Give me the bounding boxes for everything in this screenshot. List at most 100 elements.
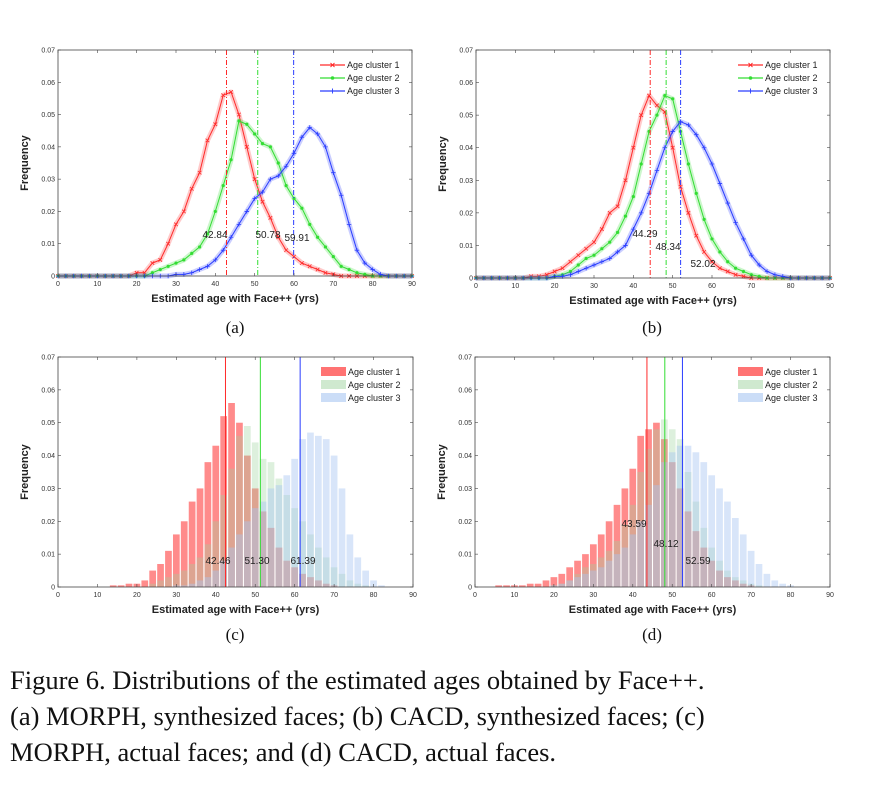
histogram-bar: [653, 422, 660, 587]
legend: Age cluster 1 Age cluster 2 Age cluster 3: [320, 60, 400, 96]
histogram-bar: [338, 488, 346, 587]
data-point: [205, 232, 210, 236]
bar-series-3: [550, 445, 794, 587]
histogram-bar: [605, 521, 613, 587]
legend: Age cluster 1 Age cluster 2 Age cluster 3: [738, 60, 818, 96]
data-point: [253, 132, 257, 136]
x-tick-label: 90: [409, 592, 417, 599]
x-tick-label: 20: [133, 281, 141, 288]
histogram-bar: [180, 585, 188, 587]
histogram-bar: [700, 547, 708, 587]
data-point: [733, 220, 738, 225]
data-point: [315, 267, 320, 272]
histogram-bar: [731, 518, 739, 587]
histogram-bar: [605, 560, 613, 587]
histogram-bar: [236, 422, 243, 587]
data-point: [694, 233, 699, 238]
histogram-bar: [196, 557, 204, 587]
x-tick-label: 50: [669, 283, 677, 290]
histogram-bar: [314, 435, 322, 587]
histogram-bar: [755, 585, 763, 587]
histogram-bar: [716, 488, 723, 587]
histogram-bar: [291, 508, 299, 587]
histogram-bar: [779, 583, 787, 587]
data-point: [221, 247, 226, 253]
x-tick-label: 50: [668, 592, 676, 599]
x-tick-label: 70: [330, 592, 338, 599]
data-point: [244, 144, 249, 149]
y-tick-label: 0.06: [41, 80, 55, 87]
histogram-bar: [605, 550, 613, 587]
data-point: [323, 144, 328, 150]
data-point: [772, 272, 778, 277]
y-tick-label: 0: [468, 585, 472, 592]
data-point: [276, 161, 280, 165]
histogram-bar: [582, 567, 589, 587]
data-point: [568, 269, 573, 274]
data-point: [717, 181, 723, 186]
y-tick-label: 0.05: [41, 420, 55, 427]
histogram-bar: [692, 452, 700, 587]
x-tick-label: 80: [787, 283, 795, 290]
data-point: [725, 200, 730, 206]
histogram-bar: [708, 547, 716, 587]
data-point: [552, 269, 557, 274]
histogram-bar: [157, 564, 164, 587]
data-point: [678, 184, 683, 189]
x-tick-label: 10: [511, 592, 519, 599]
data-point: [694, 191, 698, 195]
histogram-bar: [196, 488, 204, 587]
histogram-bar: [220, 495, 228, 587]
data-point: [173, 222, 179, 227]
x-tick-label: 40: [212, 592, 220, 599]
data-point: [205, 264, 210, 269]
mean-label-1: 42.46: [205, 556, 230, 567]
mean-label-2: 48.12: [653, 539, 678, 550]
data-point: [709, 259, 715, 264]
data-point: [615, 204, 620, 209]
data-point: [299, 261, 304, 266]
mean-label-3: 59.91: [284, 233, 309, 244]
data-point: [725, 269, 730, 274]
data-point: [370, 267, 375, 272]
histogram-bar: [558, 583, 566, 587]
histogram-bar: [259, 511, 267, 587]
x-axis-label: Estimated age with Face++ (yrs): [151, 293, 319, 305]
histogram-bar: [739, 580, 747, 587]
histogram-bar: [267, 462, 275, 587]
y-axis-label: Frequency: [19, 443, 31, 500]
data-point: [316, 235, 320, 239]
histogram-bar: [574, 573, 581, 587]
legend-swatch: [738, 393, 763, 402]
histogram-bar: [291, 567, 299, 587]
histogram-bar: [668, 462, 676, 587]
histogram-bar: [204, 577, 212, 587]
y-tick-label: 0.05: [41, 112, 55, 119]
data-point: [702, 249, 707, 255]
data-point: [198, 245, 202, 249]
histogram-bar: [283, 560, 291, 587]
histogram-bar: [684, 472, 692, 587]
bar-series-2: [149, 426, 370, 587]
data-point: [600, 247, 604, 251]
data-point: [576, 263, 580, 267]
histogram-bar: [251, 508, 259, 587]
bar-series-1: [109, 403, 338, 587]
x-axis-label: Estimated age with Face++ (yrs): [152, 604, 320, 616]
x-tick-label: 90: [826, 283, 834, 290]
figure-charts: 42.84 50.78 59.91 0 10 20 30 40 50 60 70 80 90 0 0.01 0…: [19, 48, 834, 645]
caption-line: MORPH, actual faces; and (d) CACD, actua…: [10, 737, 557, 767]
histogram-bar: [589, 564, 597, 587]
histogram-bar: [236, 534, 243, 587]
axes-frame: [474, 356, 831, 588]
plot-area: [476, 50, 830, 278]
x-tick-label: 40: [211, 281, 219, 288]
data-point: [205, 138, 210, 143]
histogram-bar: [283, 495, 291, 587]
histogram-bar: [676, 439, 684, 587]
data-point: [158, 267, 162, 272]
histogram-bar: [589, 570, 597, 587]
histogram-bar: [362, 570, 370, 587]
histogram-bar: [259, 501, 267, 587]
legend-swatch: [321, 380, 346, 389]
